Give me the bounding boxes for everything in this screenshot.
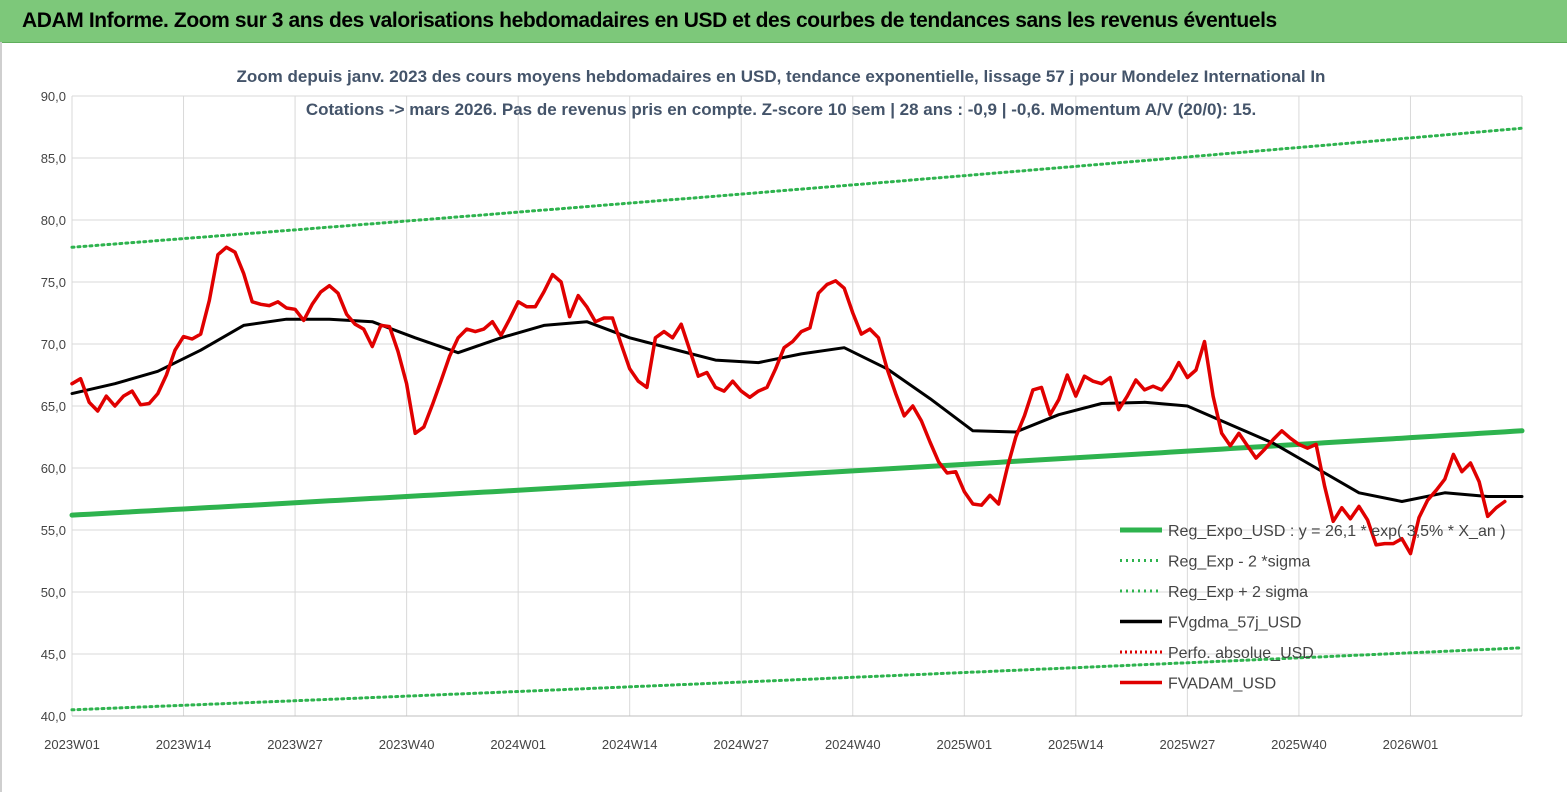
axis-layer: 40,0 45,0 50,0 55,0 60,0 65,0 70,0 75,0 80,0 85,0… [41, 89, 1522, 752]
legend-label-price: FVADAM_USD [1168, 676, 1276, 693]
series-line-reg-expo [69, 428, 1525, 518]
x-tick-label: 2023W27 [267, 737, 323, 752]
y-tick-label: 70,0 [41, 337, 66, 352]
report-header: ADAM Informe. Zoom sur 3 ans des valoris… [0, 0, 1567, 43]
series-line-smooth [70, 317, 1524, 503]
report-title: ADAM Informe. Zoom sur 3 ans des valoris… [22, 9, 1277, 32]
y-tick-label: 65,0 [41, 399, 66, 414]
x-tick-label: 2023W01 [44, 737, 100, 752]
series-line-band-low [70, 646, 1524, 712]
x-tick-label: 2025W40 [1271, 737, 1327, 752]
chart-legend: Reg_Expo_USD : y = 26,1 * exp( 3,5% * X_… [1120, 523, 1506, 693]
y-tick-label: 50,0 [41, 585, 66, 600]
x-tick-label: 2025W27 [1160, 737, 1216, 752]
legend-label-perf: Perfo. absolue_USD [1168, 645, 1314, 662]
y-tick-label: 60,0 [41, 461, 66, 476]
y-tick-label: 85,0 [41, 151, 66, 166]
x-tick-label: 2024W01 [490, 737, 546, 752]
y-tick-label: 75,0 [41, 275, 66, 290]
legend-label-band-high: Reg_Exp + 2 sigma [1168, 584, 1308, 601]
chart-title-line1: Zoom depuis janv. 2023 des cours moyens … [237, 67, 1326, 86]
x-tick-label: 2024W27 [713, 737, 769, 752]
x-tick-label: 2026W01 [1383, 737, 1439, 752]
chart-title-line2: Cotations -> mars 2026. Pas de revenus p… [306, 100, 1256, 119]
chart-area: 40,0 45,0 50,0 55,0 60,0 65,0 70,0 75,0 80,0 85,0… [0, 42, 1567, 792]
y-tick-label: 80,0 [41, 213, 66, 228]
line-chart: 40,0 45,0 50,0 55,0 60,0 65,0 70,0 75,0 80,0 85,0… [41, 67, 1525, 752]
series-line-band-high [70, 126, 1524, 249]
x-tick-label: 2023W14 [156, 737, 212, 752]
legend-label-smooth: FVgdma_57j_USD [1168, 615, 1301, 632]
series-line-price [70, 245, 1507, 556]
x-tick-label: 2025W14 [1048, 737, 1104, 752]
x-tick-label: 2025W01 [936, 737, 992, 752]
y-tick-label: 90,0 [41, 89, 66, 104]
x-tick-label: 2024W40 [825, 737, 881, 752]
x-tick-label: 2023W40 [379, 737, 435, 752]
band-layer [70, 126, 1524, 712]
series-layer [69, 245, 1525, 556]
legend-label-reg-expo: Reg_Expo_USD : y = 26,1 * exp( 3,5% * X_… [1168, 523, 1506, 540]
x-tick-label: 2024W14 [602, 737, 658, 752]
y-tick-label: 45,0 [41, 647, 66, 662]
grid-layer [71, 95, 1523, 717]
y-tick-label: 40,0 [41, 709, 66, 724]
legend-label-band-low: Reg_Exp - 2 *sigma [1168, 554, 1310, 571]
y-tick-label: 55,0 [41, 523, 66, 538]
